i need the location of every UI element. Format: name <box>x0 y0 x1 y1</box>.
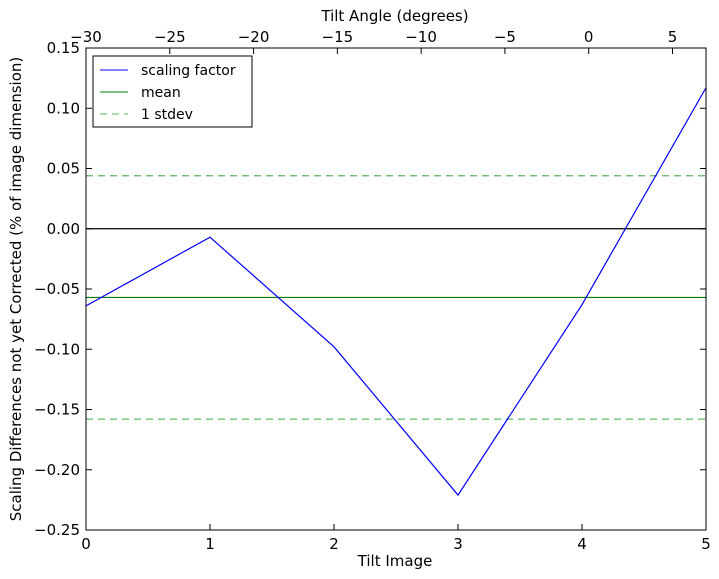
top-tick-label: −20 <box>238 28 270 46</box>
top-axis-title: Tilt Angle (degrees) <box>320 7 468 25</box>
top-tick-label: −5 <box>494 28 516 46</box>
ticks <box>85 47 707 531</box>
x-tick-label: 2 <box>329 535 339 553</box>
tick-labels: 0 1 2 3 4 5 −30 −25 −20 −15 −10 −5 0 5 0.15 0.10 0.05 0.0… <box>34 28 711 553</box>
y-tick-label: 0.00 <box>47 220 80 238</box>
y-tick-label: 0.10 <box>47 99 80 117</box>
y-tick-label: 0.15 <box>47 39 80 57</box>
top-tick-label: −15 <box>322 28 354 46</box>
legend-label-scaling-factor: scaling factor <box>141 63 236 79</box>
x-tick-label: 1 <box>205 535 215 553</box>
legend-label-1-stdev: 1 stdev <box>141 107 193 123</box>
top-tick-label: 5 <box>668 28 678 46</box>
y-tick-label: −0.10 <box>34 340 80 358</box>
x-tick-label: 0 <box>81 535 91 553</box>
top-tick-label: 0 <box>584 28 594 46</box>
x-tick-label: 4 <box>577 535 587 553</box>
top-tick-label: −10 <box>405 28 437 46</box>
legend: scaling factor mean 1 stdev <box>92 55 253 128</box>
y-tick-label: −0.15 <box>34 401 80 419</box>
y-axis-title: Scaling Differences not yet Corrected (%… <box>7 57 25 522</box>
x-tick-label: 3 <box>453 535 463 553</box>
y-tick-label: −0.20 <box>34 461 80 479</box>
top-tick-label: −25 <box>154 28 186 46</box>
y-tick-label: −0.25 <box>34 521 80 539</box>
legend-label-mean: mean <box>141 85 181 101</box>
y-tick-label: 0.05 <box>47 160 80 178</box>
top-tick-label: −30 <box>70 28 102 46</box>
plot-lines <box>85 87 707 497</box>
y-tick-label: −0.05 <box>34 280 80 298</box>
x-axis-title: Tilt Image <box>357 552 433 570</box>
x-tick-label: 5 <box>701 535 711 553</box>
series-line-scaling-factor <box>85 87 707 497</box>
